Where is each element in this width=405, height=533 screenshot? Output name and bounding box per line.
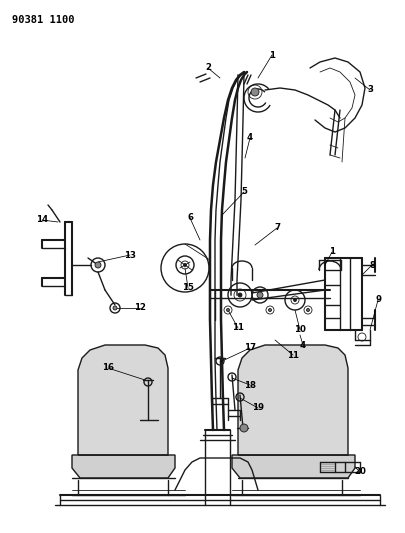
Circle shape <box>95 262 101 268</box>
Text: 8: 8 <box>369 261 375 270</box>
Text: 5: 5 <box>241 188 247 197</box>
Circle shape <box>251 88 259 96</box>
Polygon shape <box>238 345 348 455</box>
Text: 20: 20 <box>354 467 366 477</box>
Text: 2: 2 <box>205 63 211 72</box>
Text: 11: 11 <box>287 351 299 359</box>
Text: 4: 4 <box>247 133 253 142</box>
Circle shape <box>226 309 230 311</box>
Polygon shape <box>72 455 175 478</box>
Text: 7: 7 <box>274 223 280 232</box>
Text: 11: 11 <box>232 324 244 333</box>
Text: 1: 1 <box>269 51 275 60</box>
Text: 13: 13 <box>124 251 136 260</box>
Text: 12: 12 <box>134 303 146 312</box>
Text: 3: 3 <box>367 85 373 94</box>
Circle shape <box>183 263 186 266</box>
Text: 10: 10 <box>294 326 306 335</box>
Text: 9: 9 <box>375 295 381 304</box>
Text: 18: 18 <box>244 381 256 390</box>
Text: 15: 15 <box>182 284 194 293</box>
Text: 19: 19 <box>252 403 264 413</box>
Circle shape <box>238 293 242 297</box>
Circle shape <box>307 309 309 311</box>
Text: 17: 17 <box>244 343 256 352</box>
Circle shape <box>257 292 263 298</box>
Text: 16: 16 <box>102 364 114 373</box>
Circle shape <box>294 298 296 302</box>
Circle shape <box>269 309 271 311</box>
Circle shape <box>240 424 248 432</box>
Text: 90381 1100: 90381 1100 <box>12 15 75 25</box>
Text: 4: 4 <box>300 341 306 350</box>
Polygon shape <box>78 345 168 455</box>
Text: 6: 6 <box>187 214 193 222</box>
Circle shape <box>113 306 117 310</box>
Text: 14: 14 <box>36 215 48 224</box>
Polygon shape <box>232 455 355 478</box>
Text: 1: 1 <box>329 247 335 256</box>
